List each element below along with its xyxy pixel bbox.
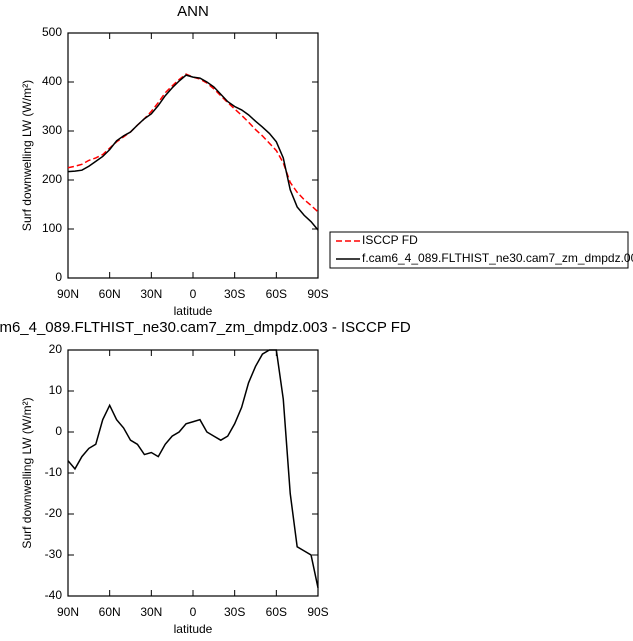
x-axis-label: latitude bbox=[174, 304, 213, 318]
y-tick-label: -30 bbox=[45, 547, 63, 561]
y-tick-label: 500 bbox=[42, 25, 62, 39]
x-tick-label: 90N bbox=[57, 605, 79, 619]
x-tick-label: 60N bbox=[99, 287, 121, 301]
x-tick-label: 30S bbox=[224, 287, 245, 301]
legend-label: ISCCP FD bbox=[362, 233, 418, 247]
x-tick-label: 0 bbox=[190, 605, 197, 619]
y-tick-label: -20 bbox=[45, 506, 63, 520]
x-tick-label: 0 bbox=[190, 287, 197, 301]
x-tick-label: 90S bbox=[307, 605, 328, 619]
y-tick-label: 200 bbox=[42, 172, 62, 186]
chart-title: ANN bbox=[177, 3, 209, 20]
y-tick-label: 20 bbox=[49, 342, 63, 356]
x-tick-label: 30N bbox=[140, 605, 162, 619]
legend-box bbox=[329, 231, 629, 269]
y-axis-label: Surf downwelling LW (W/m²) bbox=[20, 397, 34, 548]
legend-label: f.cam6_4_089.FLTHIST_ne30.cam7_zm_dmpdz.… bbox=[362, 251, 633, 265]
y-tick-label: -10 bbox=[45, 465, 63, 479]
y-tick-label: 100 bbox=[42, 221, 62, 235]
y-tick-label: 0 bbox=[55, 424, 62, 438]
chart-title: f.cam6_4_089.FLTHIST_ne30.cam7_zm_dmpdz.… bbox=[0, 319, 411, 336]
y-tick-label: 300 bbox=[42, 123, 62, 137]
y-tick-label: 10 bbox=[49, 383, 63, 397]
x-axis-label: latitude bbox=[174, 622, 213, 636]
x-tick-label: 60S bbox=[266, 605, 287, 619]
y-axis-label: Surf downwelling LW (W/m²) bbox=[20, 80, 34, 231]
y-tick-label: 0 bbox=[55, 270, 62, 284]
series-line bbox=[67, 349, 319, 588]
plot-frame bbox=[67, 349, 319, 597]
x-tick-label: 90N bbox=[57, 287, 79, 301]
plot-frame bbox=[67, 32, 319, 279]
x-tick-label: 30N bbox=[140, 287, 162, 301]
series-line bbox=[67, 74, 319, 231]
x-tick-label: 90S bbox=[307, 287, 328, 301]
x-tick-label: 60S bbox=[266, 287, 287, 301]
x-tick-label: 30S bbox=[224, 605, 245, 619]
x-tick-label: 60N bbox=[99, 605, 121, 619]
y-tick-label: -40 bbox=[45, 588, 63, 602]
y-tick-label: 400 bbox=[42, 74, 62, 88]
series-line bbox=[67, 73, 319, 213]
